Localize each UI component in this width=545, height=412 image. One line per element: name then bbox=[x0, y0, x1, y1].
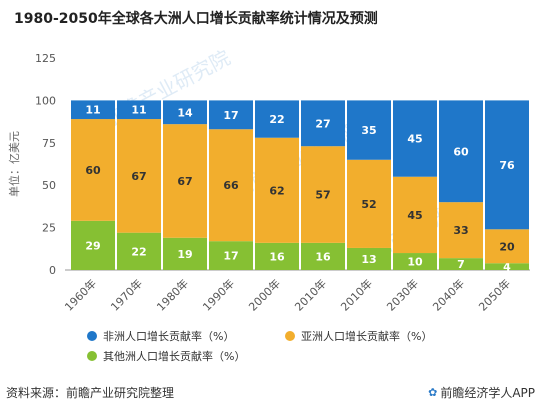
data-label-other: 10 bbox=[407, 256, 423, 269]
bar-africa bbox=[439, 100, 483, 203]
y-tick-label: 75 bbox=[42, 137, 56, 150]
data-label-other: 7 bbox=[457, 258, 465, 271]
bar-other bbox=[71, 220, 115, 270]
data-label-asia: 62 bbox=[269, 184, 284, 197]
bar-asia bbox=[71, 119, 115, 221]
data-label-africa: 35 bbox=[361, 124, 376, 137]
data-label-asia: 57 bbox=[315, 189, 330, 202]
bar-other bbox=[439, 258, 483, 270]
bar-asia bbox=[347, 159, 391, 248]
bar-asia bbox=[209, 129, 253, 242]
chart: 前瞻产业研究院前瞻产业研究院前瞻产业研究院 单位：亿美元025507510012… bbox=[7, 45, 530, 363]
legend-label-other: 其他洲人口增长贡献率（%） bbox=[103, 349, 245, 363]
x-tick-label: 2000年 bbox=[246, 276, 283, 313]
paw-icon: ✿ bbox=[428, 386, 438, 399]
x-tick-label: 1980年 bbox=[154, 276, 191, 313]
x-tick-label: 2040年 bbox=[430, 276, 467, 313]
legend-marker-other bbox=[87, 351, 97, 361]
source-note: 资料来源：前瞻产业研究院整理 bbox=[6, 386, 175, 400]
bar-other bbox=[255, 242, 299, 270]
bar-asia bbox=[393, 176, 437, 254]
chart-title: 1980-2050年全球各大洲人口增长贡献率统计情况及预测 bbox=[14, 11, 378, 27]
x-tick-label: 2050年 bbox=[476, 276, 513, 313]
data-label-asia: 20 bbox=[499, 240, 515, 253]
bar-other bbox=[301, 242, 345, 270]
bar-other bbox=[347, 247, 391, 270]
data-label-other: 29 bbox=[85, 239, 100, 252]
data-label-asia: 45 bbox=[407, 209, 422, 222]
bar-africa bbox=[347, 100, 391, 160]
legend-marker-africa bbox=[87, 331, 97, 341]
data-label-asia: 66 bbox=[223, 179, 239, 192]
data-label-africa: 60 bbox=[453, 145, 469, 158]
y-tick-label: 100 bbox=[35, 94, 56, 107]
x-tick-label: 2030年 bbox=[384, 276, 421, 313]
y-tick-label: 125 bbox=[35, 52, 56, 65]
x-tick-label: 2010年 bbox=[338, 276, 375, 313]
data-label-asia: 67 bbox=[177, 175, 192, 188]
data-label-asia: 60 bbox=[85, 164, 101, 177]
data-label-africa: 76 bbox=[499, 159, 515, 172]
brand-name: 前瞻经济学人APP bbox=[440, 386, 535, 400]
bar-africa bbox=[485, 100, 529, 230]
y-tick-label: 50 bbox=[42, 179, 56, 192]
data-label-africa: 14 bbox=[177, 106, 193, 119]
data-label-other: 16 bbox=[315, 250, 331, 263]
data-label-asia: 52 bbox=[361, 198, 376, 211]
bar-asia bbox=[301, 146, 345, 243]
chart-legend: 非洲人口增长贡献率（%） 亚洲人口增长贡献率（%） 其他洲人口增长贡献率（%） bbox=[87, 329, 432, 363]
bar-asia bbox=[255, 137, 299, 243]
data-label-africa: 22 bbox=[269, 113, 284, 126]
data-label-other: 17 bbox=[223, 250, 238, 263]
data-label-other: 22 bbox=[131, 245, 146, 258]
bar-other bbox=[163, 237, 207, 270]
x-tick-label: 2010年 bbox=[292, 276, 329, 313]
bar-africa bbox=[255, 100, 299, 138]
legend-marker-asia bbox=[285, 331, 295, 341]
data-label-africa: 45 bbox=[407, 133, 422, 146]
chart-bars: 29 60 11 22 67 11 19 67 14 17 66 17 16 62 22 16 57 27 13 52… bbox=[71, 100, 529, 274]
data-label-asia: 67 bbox=[131, 170, 146, 183]
x-tick-label: 1960年 bbox=[62, 276, 99, 313]
bar-other bbox=[393, 253, 437, 270]
bar-asia bbox=[485, 229, 529, 264]
legend-label-africa: 非洲人口增长贡献率（%） bbox=[103, 329, 234, 343]
data-label-other: 4 bbox=[503, 261, 511, 274]
bar-africa bbox=[209, 100, 253, 130]
data-label-africa: 11 bbox=[131, 104, 146, 117]
bar-africa bbox=[117, 100, 161, 120]
bar-africa bbox=[163, 100, 207, 125]
data-label-africa: 17 bbox=[223, 109, 238, 122]
data-label-other: 19 bbox=[177, 248, 192, 261]
bar-asia bbox=[163, 124, 207, 238]
data-label-other: 13 bbox=[361, 253, 376, 266]
bar-other bbox=[209, 241, 253, 270]
y-tick-label: 25 bbox=[42, 222, 56, 235]
data-label-africa: 11 bbox=[85, 104, 100, 117]
x-tick-label: 1970年 bbox=[108, 276, 145, 313]
bar-other bbox=[117, 232, 161, 270]
data-label-africa: 27 bbox=[315, 117, 330, 130]
bar-africa bbox=[393, 100, 437, 177]
legend-label-asia: 亚洲人口增长贡献率（%） bbox=[301, 329, 432, 343]
y-tick-label: 0 bbox=[49, 264, 56, 277]
y-axis-label: 单位：亿美元 bbox=[7, 131, 21, 197]
data-label-asia: 33 bbox=[453, 224, 468, 237]
brand: ✿ 前瞻经济学人APP bbox=[428, 384, 535, 401]
data-label-other: 16 bbox=[269, 250, 285, 263]
footer: 资料来源：前瞻产业研究院整理 ✿ 前瞻经济学人APP bbox=[0, 382, 545, 404]
bar-africa bbox=[71, 100, 115, 120]
bar-other bbox=[485, 263, 529, 270]
bar-asia bbox=[439, 202, 483, 259]
bar-africa bbox=[301, 100, 345, 147]
bar-asia bbox=[117, 119, 161, 233]
x-tick-label: 1990年 bbox=[200, 276, 237, 313]
